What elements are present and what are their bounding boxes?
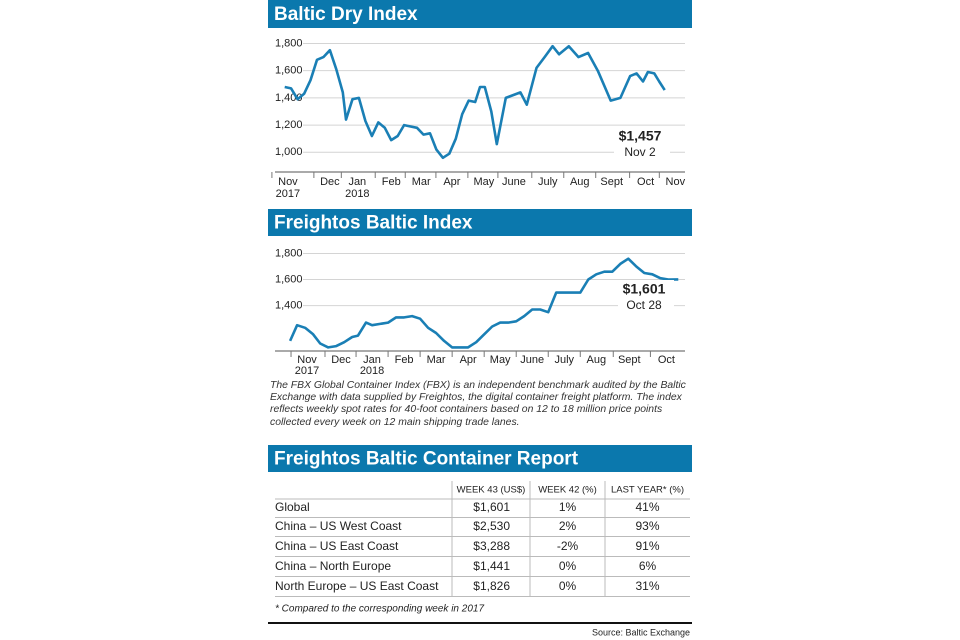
table-row-label: China – US West Coast	[275, 519, 402, 533]
x-tick-label: Feb	[395, 354, 414, 366]
table-cell: 0%	[559, 579, 577, 593]
y-tick-label: 1,600	[275, 273, 303, 285]
table-cell: 2%	[559, 519, 577, 533]
table-row-label: China – North Europe	[275, 559, 391, 573]
source: Source: Baltic Exchange	[592, 627, 690, 637]
table-cell: 6%	[639, 559, 657, 573]
x-tick-label: July	[538, 176, 558, 188]
table-row-label: Global	[275, 500, 310, 514]
y-tick-label: 1,000	[275, 146, 303, 158]
x-tick-label: Jan	[363, 354, 381, 366]
table-column-header: WEEK 42 (%)	[538, 485, 597, 496]
data-line	[288, 257, 679, 349]
table-cell: 0%	[559, 559, 577, 573]
x-tick-label: Aug	[570, 176, 590, 188]
x-tick-label: Oct	[658, 354, 675, 366]
x-tick-label: Sept	[618, 354, 641, 366]
table-column-header: WEEK 43 (US$)	[457, 485, 526, 496]
x-year-label: 2018	[345, 188, 369, 200]
data-line	[284, 44, 666, 160]
annotation-value: $1,601	[623, 281, 666, 297]
y-tick-label: 1,800	[275, 37, 303, 49]
x-tick-label: May	[473, 176, 494, 188]
x-tick-label: June	[502, 176, 526, 188]
x-year-label: 2017	[295, 365, 319, 377]
x-tick-label: Oct	[637, 176, 654, 188]
x-tick-label: May	[490, 354, 511, 366]
x-tick-label: July	[554, 354, 574, 366]
section-header	[268, 445, 692, 472]
x-tick-label: Apr	[460, 354, 477, 366]
section-title: Freightos Baltic Container Report	[274, 449, 579, 470]
table-footnote: * Compared to the corresponding week in …	[275, 604, 484, 615]
table-column-header: LAST YEAR* (%)	[611, 485, 684, 496]
table-cell: 41%	[635, 500, 659, 514]
x-tick-label: Nov	[278, 176, 298, 188]
y-tick-label: 1,600	[275, 65, 303, 77]
section-title: Freightos Baltic Index	[274, 213, 473, 234]
x-tick-label: Dec	[320, 176, 340, 188]
table-cell: $1,826	[473, 579, 510, 593]
table-cell: $1,441	[473, 559, 510, 573]
x-tick-label: Aug	[586, 354, 606, 366]
annotation-bg	[614, 127, 670, 155]
table-cell: 31%	[635, 579, 659, 593]
y-tick-label: 1,800	[275, 247, 303, 259]
x-tick-label: Mar	[412, 176, 431, 188]
x-tick-label: Dec	[331, 354, 351, 366]
table-cell: 91%	[635, 539, 659, 553]
table-cell: $3,288	[473, 539, 510, 553]
x-tick-label: June	[520, 354, 544, 366]
table-cell: 93%	[635, 519, 659, 533]
table-row-label: China – US East Coast	[275, 539, 399, 553]
annotation-date: Oct 28	[626, 298, 662, 312]
x-year-label: 2017	[276, 188, 300, 200]
table-cell: $2,530	[473, 519, 510, 533]
x-tick-label: Feb	[382, 176, 401, 188]
annotation-value: $1,457	[619, 128, 662, 144]
x-tick-label: Nov	[297, 354, 317, 366]
x-tick-label: Sept	[600, 176, 623, 188]
x-tick-label: Mar	[427, 354, 446, 366]
annotation-date: Nov 2	[624, 145, 656, 159]
x-year-label: 2018	[360, 365, 384, 377]
x-tick-label: Nov	[666, 176, 686, 188]
chart-note: The FBX Global Container Index (FBX) is …	[270, 380, 686, 428]
y-tick-label: 1,400	[275, 300, 303, 312]
annotation-bg	[618, 280, 674, 308]
section-header	[268, 0, 692, 28]
section-header	[268, 209, 692, 236]
table-cell: -2%	[557, 539, 579, 553]
table-row-label: North Europe – US East Coast	[275, 579, 439, 593]
section-title: Baltic Dry Index	[274, 4, 418, 25]
y-tick-label: 1,200	[275, 119, 303, 131]
table-cell: $1,601	[473, 500, 510, 514]
x-tick-label: Apr	[443, 176, 460, 188]
x-tick-label: Jan	[348, 176, 366, 188]
table-cell: 1%	[559, 500, 577, 514]
